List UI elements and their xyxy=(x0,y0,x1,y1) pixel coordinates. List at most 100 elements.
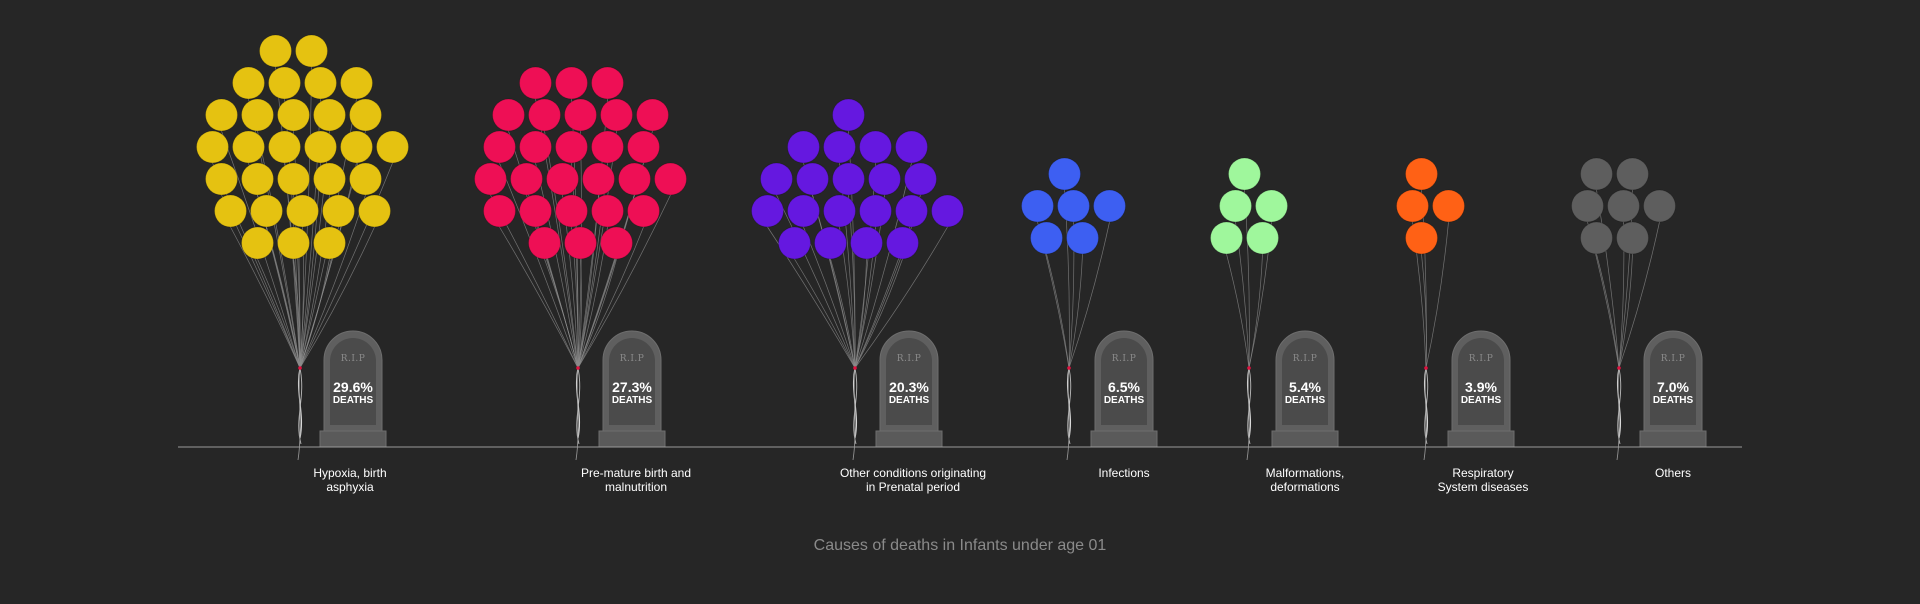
balloon xyxy=(887,227,919,259)
balloon xyxy=(556,131,588,163)
balloon xyxy=(851,227,883,259)
balloon xyxy=(1581,158,1613,190)
balloon xyxy=(1211,222,1243,254)
balloon xyxy=(1220,190,1252,222)
balloon xyxy=(815,227,847,259)
balloon xyxy=(520,131,552,163)
balloon xyxy=(350,99,382,131)
balloon xyxy=(314,227,346,259)
balloon xyxy=(206,163,238,195)
balloon xyxy=(628,195,660,227)
category-label-line: in Prenatal period xyxy=(866,480,960,494)
balloon xyxy=(833,99,865,131)
balloon xyxy=(1572,190,1604,222)
balloon xyxy=(206,99,238,131)
balloon xyxy=(341,131,373,163)
balloon xyxy=(896,131,928,163)
balloon xyxy=(314,99,346,131)
balloon xyxy=(761,163,793,195)
balloon xyxy=(278,163,310,195)
balloon xyxy=(1644,190,1676,222)
tombstone: R.I.P7.0%DEATHS xyxy=(1640,331,1706,447)
balloon xyxy=(323,195,355,227)
tombstone-deaths-label: DEATHS xyxy=(333,395,374,406)
tombstone-rip-text: R.I.P xyxy=(1112,354,1137,364)
balloon xyxy=(269,67,301,99)
balloon xyxy=(1247,222,1279,254)
balloon xyxy=(547,163,579,195)
chart-title: Causes of deaths in Infants under age 01 xyxy=(814,537,1107,554)
balloon xyxy=(296,35,328,67)
string-knot xyxy=(853,366,857,370)
balloon xyxy=(484,195,516,227)
balloon xyxy=(197,131,229,163)
balloon xyxy=(1229,158,1261,190)
balloon xyxy=(278,227,310,259)
tombstone-deaths-label: DEATHS xyxy=(1285,395,1326,406)
tombstone-deaths-label: DEATHS xyxy=(889,395,930,406)
balloon xyxy=(788,131,820,163)
tombstone: R.I.P5.4%DEATHS xyxy=(1272,331,1338,447)
tombstone-percent: 27.3% xyxy=(612,379,652,395)
balloon xyxy=(556,195,588,227)
tombstone-rip-text: R.I.P xyxy=(620,354,645,364)
tombstone-percent: 20.3% xyxy=(889,379,929,395)
balloon xyxy=(860,195,892,227)
balloon xyxy=(1094,190,1126,222)
balloon xyxy=(269,131,301,163)
tombstone-percent: 29.6% xyxy=(333,379,373,395)
balloon xyxy=(511,163,543,195)
balloon xyxy=(592,131,624,163)
tombstone-percent: 3.9% xyxy=(1465,379,1497,395)
tombstone-percent: 5.4% xyxy=(1289,379,1321,395)
balloon xyxy=(619,163,651,195)
balloon xyxy=(529,227,561,259)
tombstone: R.I.P 27.3%DEATHS xyxy=(599,331,665,447)
tombstone-base xyxy=(1272,431,1338,447)
category-label-line: malnutrition xyxy=(605,480,667,494)
balloon xyxy=(484,131,516,163)
balloon xyxy=(233,131,265,163)
category-label-line: deformations xyxy=(1270,480,1339,494)
tombstone: R.I.P 20.3%DEATHS xyxy=(876,331,942,447)
category-label-line: Other conditions originating xyxy=(840,466,986,480)
balloon xyxy=(1406,158,1438,190)
tombstone-base xyxy=(1640,431,1706,447)
category-label-line: asphyxia xyxy=(326,480,374,494)
balloon xyxy=(350,163,382,195)
tombstone-deaths-label: DEATHS xyxy=(1104,395,1145,406)
tombstone: R.I.P29.6%DEATHS xyxy=(320,331,386,447)
tombstone-deaths-label: DEATHS xyxy=(612,395,653,406)
balloon xyxy=(242,227,274,259)
balloon xyxy=(592,195,624,227)
balloon xyxy=(1397,190,1429,222)
balloon xyxy=(779,227,811,259)
tombstone-rip-text: R.I.P xyxy=(1661,354,1686,364)
balloon xyxy=(233,67,265,99)
balloon xyxy=(556,67,588,99)
tombstone-base xyxy=(599,431,665,447)
balloon xyxy=(278,99,310,131)
category-label: Infections xyxy=(1098,466,1149,480)
balloon xyxy=(824,195,856,227)
balloon xyxy=(1067,222,1099,254)
category-label-line: Infections xyxy=(1098,466,1149,480)
tombstone-base xyxy=(876,431,942,447)
tombstone-base xyxy=(1448,431,1514,447)
balloon xyxy=(341,67,373,99)
string-knot xyxy=(1247,366,1251,370)
balloon xyxy=(215,195,247,227)
balloon xyxy=(932,195,964,227)
balloon xyxy=(896,195,928,227)
balloon xyxy=(251,195,283,227)
balloon xyxy=(1058,190,1090,222)
category-label-line: Others xyxy=(1655,466,1691,480)
balloon xyxy=(1581,222,1613,254)
balloon xyxy=(314,163,346,195)
balloon xyxy=(601,227,633,259)
balloon xyxy=(359,195,391,227)
category-label-line: Pre-mature birth and xyxy=(581,466,691,480)
balloon xyxy=(583,163,615,195)
category-label-line: Hypoxia, birth xyxy=(313,466,386,480)
balloon xyxy=(628,131,660,163)
